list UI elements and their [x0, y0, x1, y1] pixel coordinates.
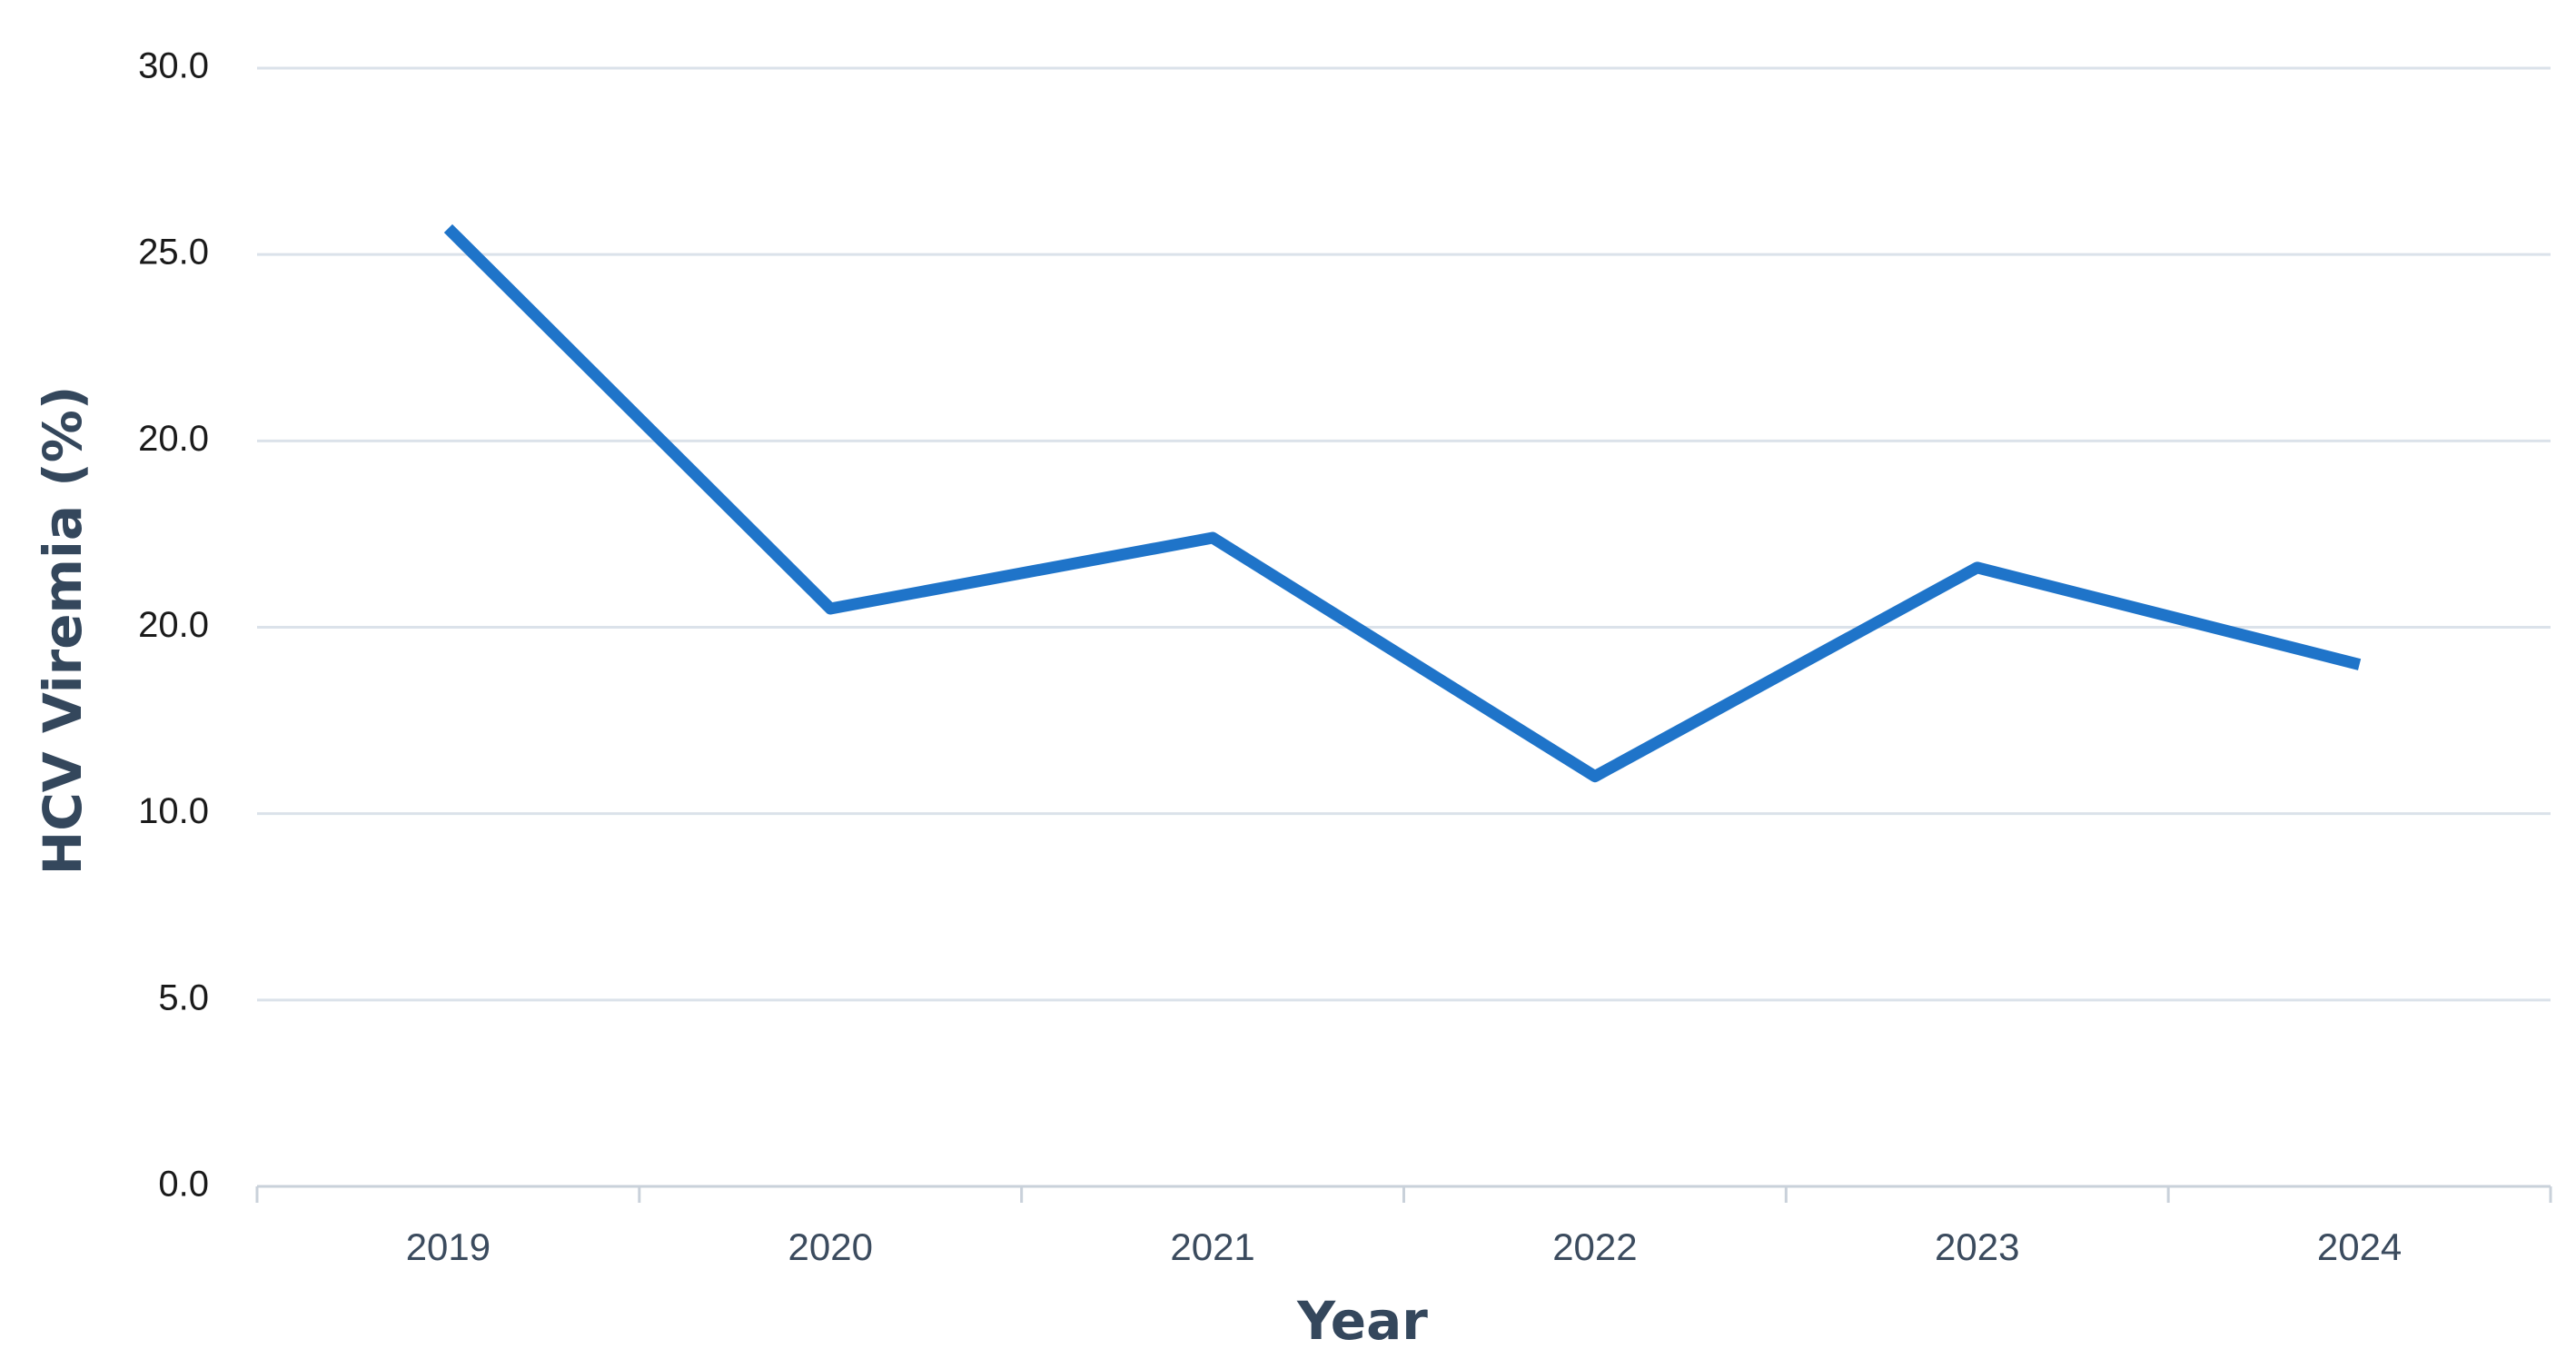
y-tick-label: 20.0 [138, 605, 209, 645]
y-tick-label: 0.0 [158, 1165, 209, 1205]
y-tick-label: 5.0 [158, 977, 209, 1017]
x-tick-label: 2023 [1935, 1225, 2019, 1268]
x-axis-title: Year [1296, 1290, 1428, 1352]
x-tick-label: 2024 [2317, 1225, 2402, 1268]
y-tick-label: 10.0 [138, 791, 209, 831]
line-series [443, 223, 2362, 783]
y-tick-label: 20.0 [138, 419, 209, 459]
y-axis-title: HCV Viremia (%) [32, 386, 94, 876]
x-tick-label: 2021 [1170, 1225, 1254, 1268]
y-tick-label: 25.0 [138, 233, 209, 273]
x-tick-label: 2020 [788, 1225, 873, 1268]
x-tick-label: 2019 [406, 1225, 490, 1268]
x-tick-label: 2022 [1552, 1225, 1637, 1268]
y-tick-label: 30.0 [138, 46, 209, 86]
